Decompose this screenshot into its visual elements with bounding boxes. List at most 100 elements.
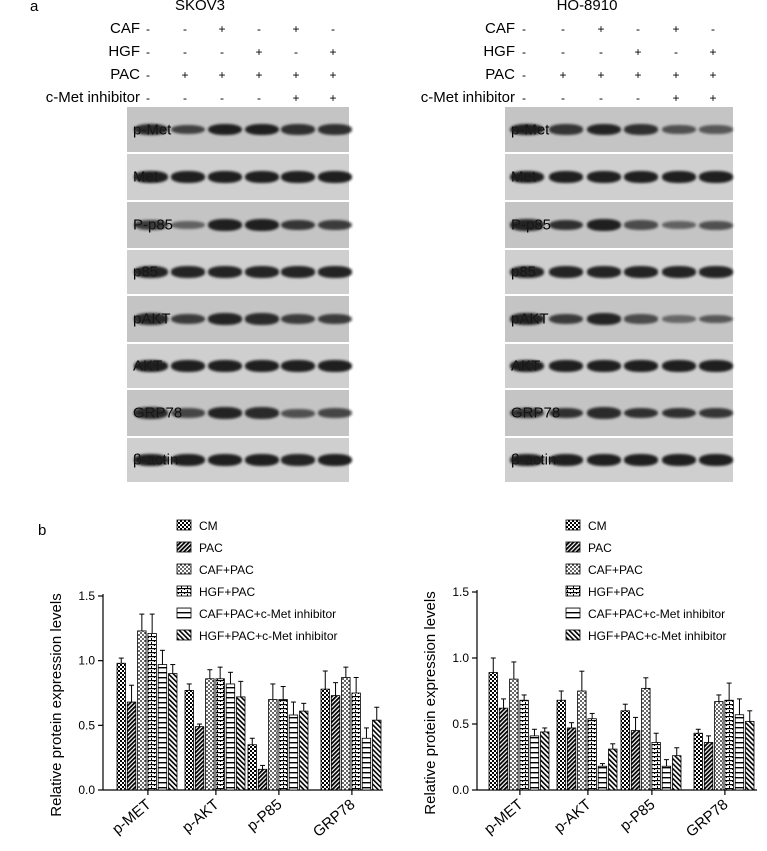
treatment-sign: + xyxy=(292,91,300,105)
blot-row: p-Met xyxy=(127,107,352,154)
treatment-label: CAF xyxy=(485,20,515,37)
blot-band xyxy=(208,171,242,183)
bar xyxy=(745,720,755,791)
blot-band xyxy=(281,266,315,278)
blot-band xyxy=(549,124,583,135)
treatment-sign: - xyxy=(522,45,526,59)
bar xyxy=(168,673,178,791)
bar xyxy=(519,699,529,791)
blot-band xyxy=(587,219,621,231)
treatment-sign: + xyxy=(255,68,263,82)
treatment-sign: - xyxy=(561,22,565,36)
treatment-sign: - xyxy=(183,91,187,105)
x-tick-label: p-AKT xyxy=(551,796,594,836)
blot-band xyxy=(245,219,279,231)
blot-row: p85 xyxy=(505,250,733,296)
blot-band xyxy=(662,125,696,134)
treatment-sign: + xyxy=(329,45,337,59)
blot-band xyxy=(510,360,544,372)
treatment-sign: + xyxy=(709,45,717,59)
legend-label: CAF+PAC+c-Met inhibitor xyxy=(588,607,725,621)
legend-swatch xyxy=(176,519,192,531)
blot-band xyxy=(245,313,279,325)
blot-band xyxy=(245,360,279,372)
blot-band xyxy=(171,313,205,325)
treatment-sign: + xyxy=(672,68,680,82)
bar xyxy=(236,696,246,791)
blot-band xyxy=(134,266,168,278)
blot-row: pAKT xyxy=(505,296,733,344)
treatment-sign: - xyxy=(220,91,224,105)
treatment-sign: - xyxy=(561,91,565,105)
bar xyxy=(157,664,168,791)
blot-band xyxy=(699,407,733,419)
legend-label: PAC xyxy=(588,541,612,555)
blot-band xyxy=(245,123,279,136)
treatment-sign: - xyxy=(183,22,187,36)
bar xyxy=(724,699,734,791)
bar xyxy=(651,742,661,791)
legend-label: PAC xyxy=(199,541,223,555)
treatment-label: PAC xyxy=(485,66,515,83)
treatment-sign: - xyxy=(146,22,150,36)
treatment-sign: + xyxy=(709,68,717,82)
bar xyxy=(268,699,278,791)
blot-band xyxy=(510,454,544,466)
bar xyxy=(116,662,126,791)
blot-band xyxy=(281,313,315,325)
legend-swatch xyxy=(565,563,581,575)
x-tick-label: p-MET xyxy=(481,796,526,838)
blot-band xyxy=(281,360,315,372)
legend-swatch xyxy=(565,519,581,531)
blot-band xyxy=(171,360,205,372)
treatment-sign: + xyxy=(559,68,567,82)
treatment-sign: - xyxy=(561,45,565,59)
blot-band xyxy=(624,266,658,278)
bar xyxy=(630,730,641,791)
blot-band xyxy=(171,454,205,466)
treatment-sign: + xyxy=(329,68,337,82)
legend-label: CAF+PAC xyxy=(588,563,643,577)
blot-row: Met xyxy=(505,154,733,202)
treatment-sign: - xyxy=(257,91,261,105)
blot-row: β-actin xyxy=(505,438,733,484)
blot-band xyxy=(281,171,315,183)
bar-chart-ho8910: Relative protein expression levels 0.0 0.5… xyxy=(422,519,757,841)
blot-row: pAKT xyxy=(127,296,352,344)
bar xyxy=(278,699,288,791)
cell-line-title: SKOV3 xyxy=(174,0,226,14)
blot-band xyxy=(318,313,352,325)
blot-band xyxy=(699,171,733,183)
blot-band xyxy=(208,407,242,419)
x-tick-label: p-AKT xyxy=(179,796,222,836)
treatment-label: c-Met inhibitor xyxy=(420,89,515,106)
bar xyxy=(587,718,597,791)
legend-swatch xyxy=(176,607,192,619)
blot-band xyxy=(281,124,315,135)
y-tick-label: 1.0 xyxy=(78,654,95,668)
bar xyxy=(529,735,540,791)
blot-band xyxy=(510,123,544,136)
treatment-label: PAC xyxy=(110,66,140,83)
treatment-sign: - xyxy=(674,45,678,59)
blot-band xyxy=(662,407,696,419)
blot-band xyxy=(171,408,205,418)
legend-swatch xyxy=(176,629,192,641)
blot-band xyxy=(510,219,544,231)
blot-band xyxy=(699,314,733,324)
bar xyxy=(672,755,682,791)
treatment-sign: + xyxy=(218,68,226,82)
bar xyxy=(341,677,351,791)
y-tick-label: 0.5 xyxy=(78,718,95,732)
bar xyxy=(620,710,630,791)
bar xyxy=(540,731,550,791)
treatment-sign: - xyxy=(522,68,526,82)
bar xyxy=(330,695,341,791)
blot-band xyxy=(208,360,242,372)
blot-band xyxy=(208,313,242,325)
treatment-sign: - xyxy=(522,91,526,105)
blot-band xyxy=(662,315,696,323)
blot-row: Met xyxy=(127,154,352,202)
treatment-sign: - xyxy=(294,45,298,59)
y-tick-label: 0.5 xyxy=(452,717,469,731)
